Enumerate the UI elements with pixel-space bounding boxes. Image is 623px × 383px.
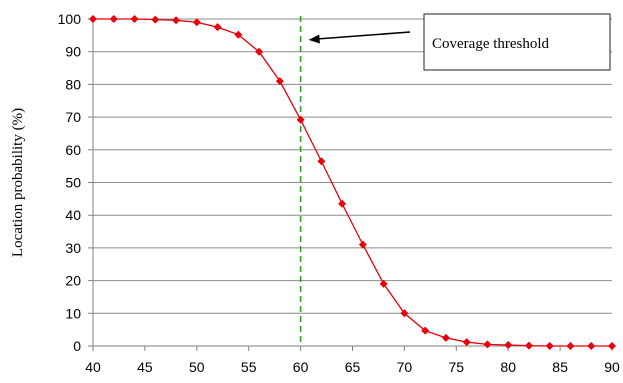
y-tick-label-40: 40 (65, 207, 81, 223)
x-tick-label-50: 50 (189, 359, 205, 375)
x-tick-label-55: 55 (241, 359, 257, 375)
data-point-66 (358, 240, 367, 249)
x-tick-label-45: 45 (137, 359, 153, 375)
data-point-82 (524, 341, 533, 350)
annotation-arrow-shaft-0 (318, 31, 411, 40)
x-tick-label-60: 60 (293, 359, 309, 375)
y-tick-label-0: 0 (73, 338, 81, 354)
x-tick-label-85: 85 (552, 359, 568, 375)
data-point-78 (483, 340, 492, 349)
y-tick-label-20: 20 (65, 273, 81, 289)
data-point-80 (504, 341, 513, 350)
annotation-arrow-head-0 (308, 34, 320, 44)
annotation-text-0: Coverage threshold (432, 36, 550, 52)
data-point-70 (400, 309, 409, 318)
data-point-54 (234, 30, 243, 39)
x-tick-label-90: 90 (604, 359, 620, 375)
annotation-box-0 (423, 13, 611, 71)
data-point-90 (608, 342, 616, 350)
x-tick-label-65: 65 (345, 359, 361, 375)
x-tick-label-40: 40 (85, 359, 101, 375)
y-tick-label-30: 30 (65, 240, 81, 256)
data-point-76 (462, 338, 471, 347)
data-point-74 (441, 333, 450, 342)
data-point-72 (421, 326, 430, 335)
x-tick-label-80: 80 (500, 359, 516, 375)
data-point-40 (89, 15, 97, 23)
x-tick-label-75: 75 (449, 359, 465, 375)
data-point-44 (130, 15, 139, 23)
y-tick-label-100: 100 (58, 11, 82, 27)
data-point-56 (255, 47, 264, 56)
y-tick-label-50: 50 (65, 175, 81, 191)
data-point-52 (213, 23, 222, 32)
y-axis-title: Location probability (%) (10, 108, 26, 257)
axis-layer: 0 10 20 30 40 50 60 70 80 90 100 40 45 50 55 60 65 70 75 80… (58, 11, 620, 375)
y-tick-label-60: 60 (65, 142, 81, 158)
data-point-58 (275, 77, 284, 86)
y-tick-label-80: 80 (65, 76, 81, 92)
data-point-64 (338, 199, 347, 208)
y-tick-label-70: 70 (65, 109, 81, 125)
annotation-layer: Coverage threshold (308, 13, 611, 71)
data-point-42 (109, 15, 118, 23)
x-tick-label-70: 70 (397, 359, 413, 375)
data-point-50 (192, 18, 201, 27)
data-point-62 (317, 157, 326, 166)
data-point-60 (296, 115, 305, 124)
y-tick-label-10: 10 (65, 305, 81, 321)
data-point-88 (587, 342, 596, 350)
data-point-86 (566, 342, 575, 350)
data-point-46 (151, 15, 160, 24)
data-point-68 (379, 279, 388, 288)
data-point-84 (545, 342, 554, 350)
series-layer (89, 15, 616, 350)
y-tick-label-90: 90 (65, 44, 81, 60)
data-point-48 (172, 16, 181, 25)
